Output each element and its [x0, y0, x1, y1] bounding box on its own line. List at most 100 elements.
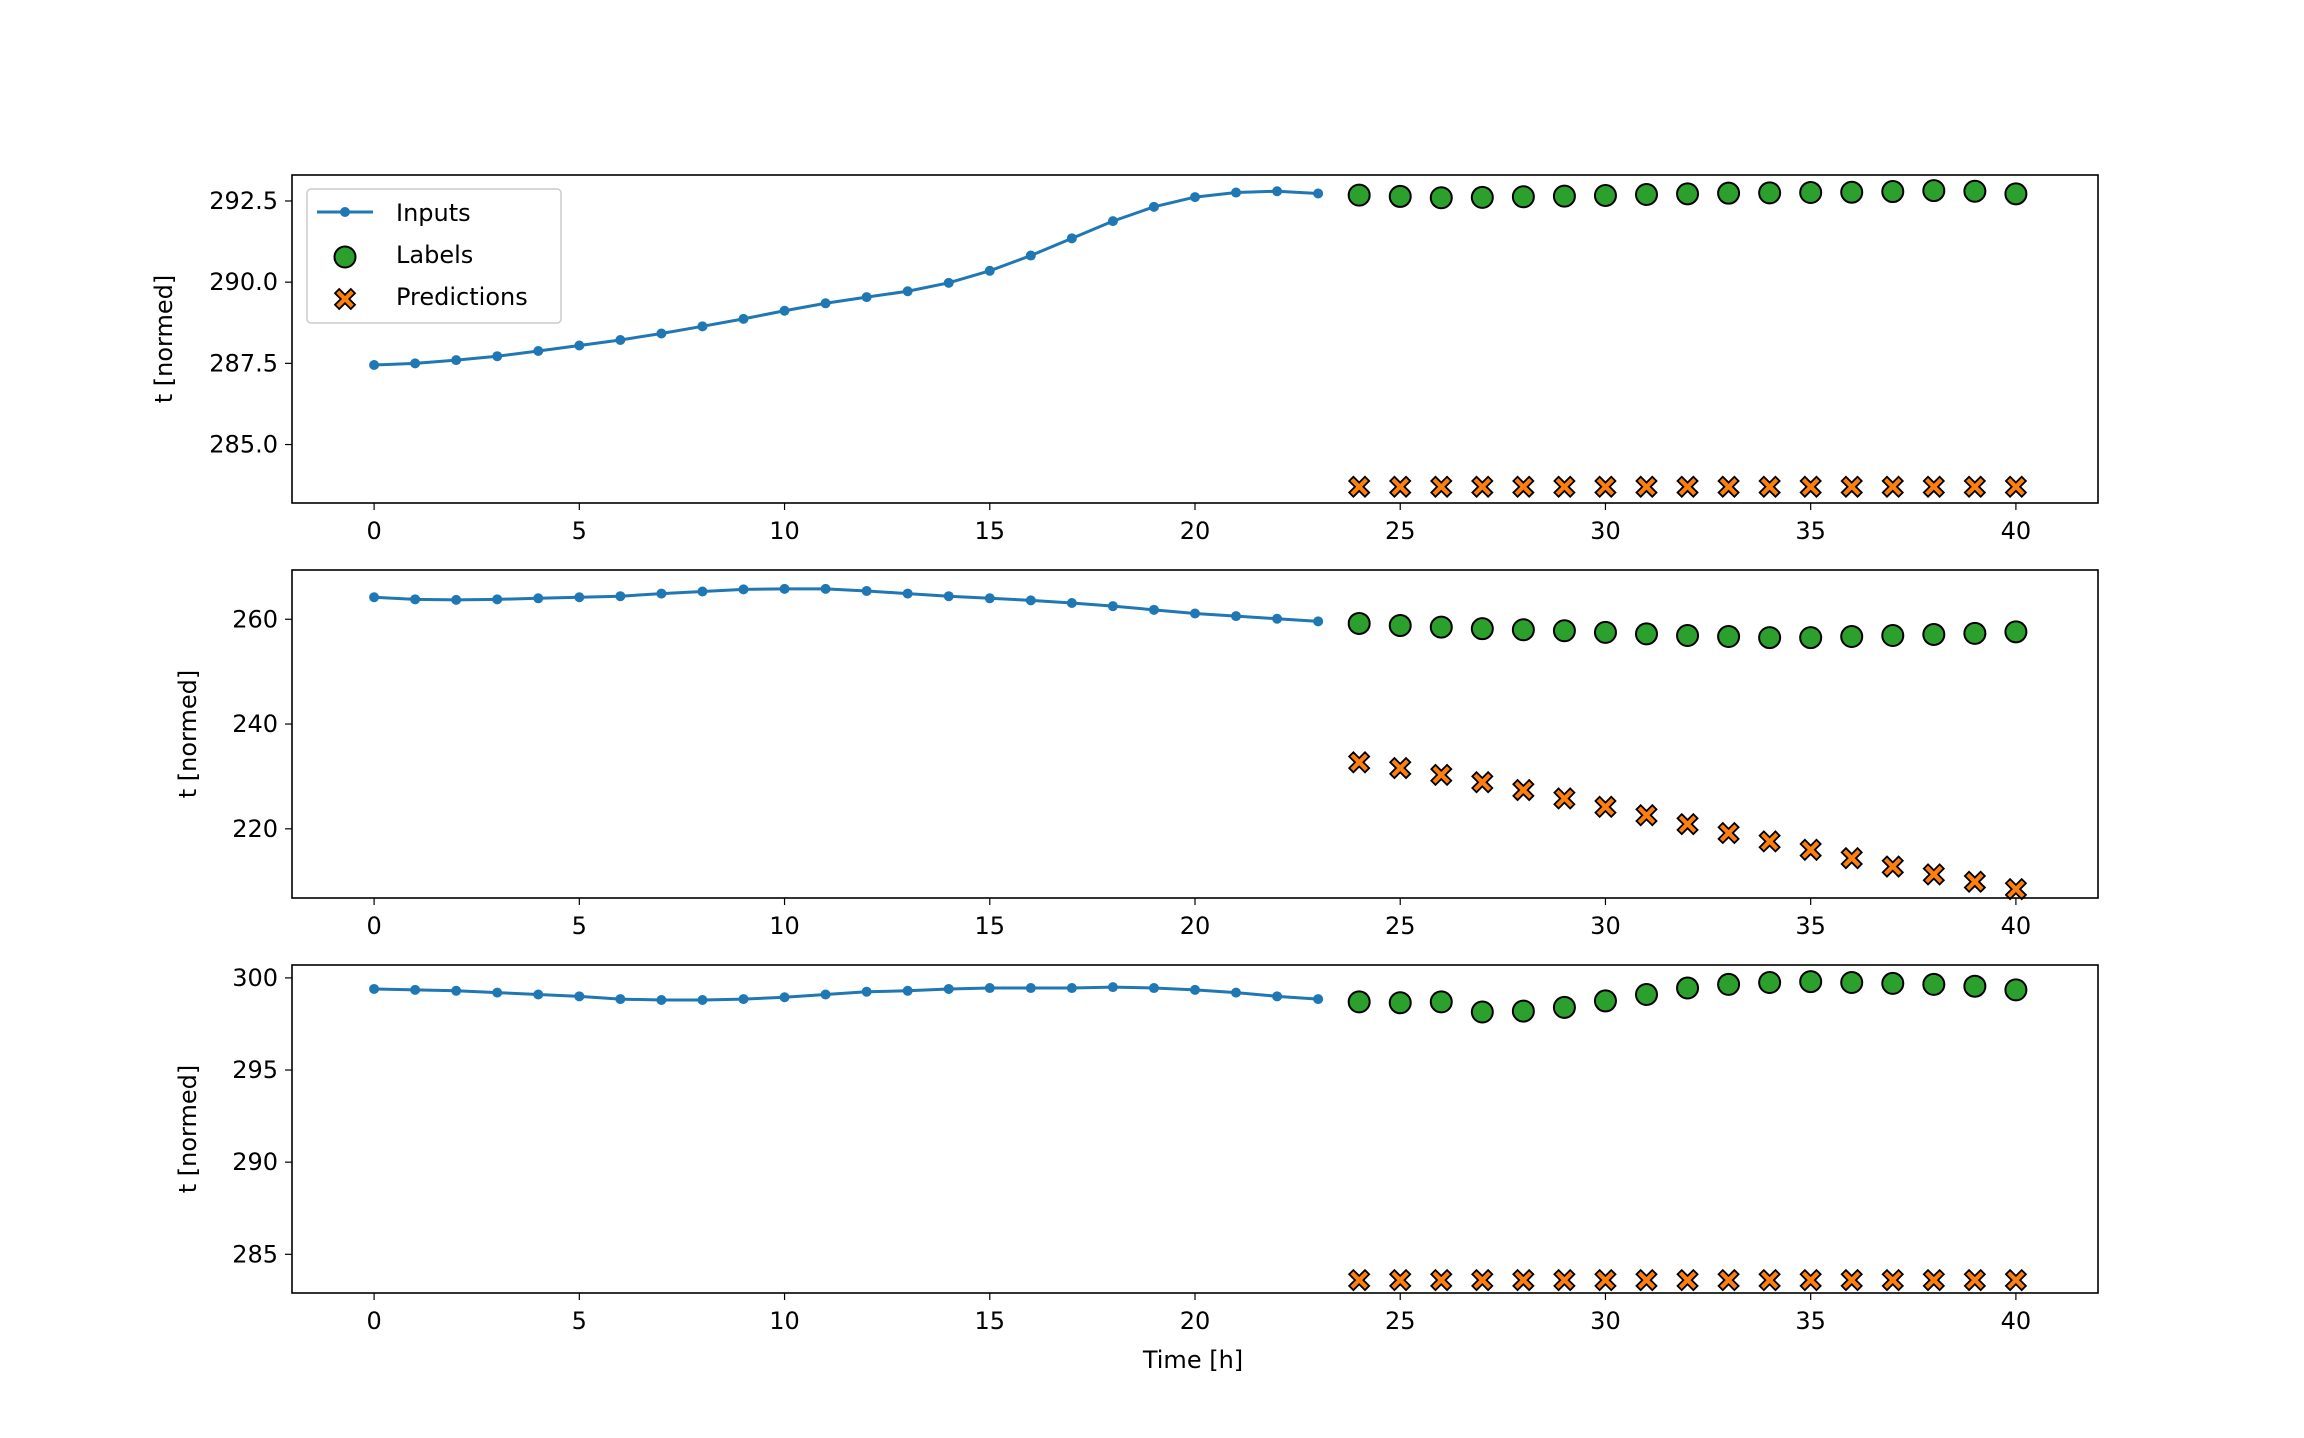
inputs-point — [369, 983, 380, 994]
inputs-point — [902, 286, 913, 297]
label-point — [1470, 617, 1494, 641]
prediction-point — [1471, 770, 1494, 794]
axes-frame — [291, 569, 2099, 899]
inputs-point — [451, 594, 462, 605]
legend-dot-swatch — [340, 207, 350, 217]
subplots: 0 5 10 15 20 25 30 35 40 285.0 287.5 290.0 292.5 t [n… — [150, 174, 2099, 1335]
label-point — [2004, 620, 2028, 644]
x-tick-label: 10 — [769, 517, 800, 545]
label-point — [1347, 990, 1371, 1014]
x-tick-label: 10 — [769, 912, 800, 940]
inputs-point — [451, 985, 462, 996]
inputs-point — [902, 588, 913, 599]
label-point — [1717, 972, 1741, 996]
prediction-point — [1881, 1268, 1905, 1292]
prediction-point — [1922, 1268, 1946, 1292]
label-point — [1635, 622, 1658, 646]
inputs-point — [1148, 604, 1159, 615]
x-tick-label: 25 — [1385, 517, 1416, 545]
y-tick-label: 220 — [232, 815, 278, 843]
prediction-point — [1840, 475, 1864, 499]
label-point — [1429, 615, 1453, 639]
prediction-point — [1840, 846, 1864, 870]
inputs-point — [656, 995, 667, 1006]
label-point — [1347, 183, 1371, 207]
x-tick-label: 40 — [2001, 912, 2032, 940]
label-point — [1840, 625, 1864, 649]
prediction-point — [1676, 1268, 1699, 1292]
legend-item-inputs: Inputs — [317, 199, 471, 227]
prediction-point — [2004, 877, 2028, 901]
inputs-point — [533, 989, 544, 1000]
label-point — [1593, 989, 1617, 1013]
label-point — [1676, 976, 1700, 1000]
inputs-point — [943, 983, 954, 994]
inputs-point — [1025, 250, 1036, 261]
label-point — [1429, 990, 1453, 1014]
subplot-2: 0 5 10 15 20 25 30 35 40 220 240 260 t [normed] — [174, 569, 2099, 940]
label-point — [1758, 181, 1782, 205]
legend-label: Inputs — [396, 199, 471, 227]
x-tick-label: 35 — [1795, 912, 1826, 940]
inputs-point — [1272, 991, 1283, 1002]
legend-label: Predictions — [396, 283, 528, 311]
y-tick-label: 300 — [232, 964, 278, 992]
x-tick-label: 0 — [366, 517, 381, 545]
x-tick-label: 20 — [1180, 912, 1211, 940]
prediction-point — [1388, 1268, 1412, 1292]
inputs-point — [697, 586, 708, 597]
prediction-point — [1347, 751, 1371, 774]
inputs-point — [1025, 983, 1036, 994]
inputs-point — [1313, 616, 1324, 627]
prediction-point — [1963, 870, 1987, 894]
x-tick-label: 20 — [1180, 517, 1211, 545]
prediction-point — [2004, 475, 2028, 499]
inputs-point — [492, 351, 503, 362]
inputs-point — [943, 591, 954, 602]
inputs-point — [1313, 994, 1324, 1005]
prediction-point — [1799, 1268, 1822, 1292]
axes-frame — [291, 964, 2099, 1294]
prediction-point — [1471, 1268, 1494, 1292]
label-point — [1635, 182, 1658, 206]
inputs-point — [615, 334, 626, 345]
inputs-point — [1190, 984, 1200, 995]
legend-item-predictions: Predictions — [333, 283, 528, 311]
label-point — [1840, 180, 1864, 204]
legend-circle-swatch — [333, 245, 357, 269]
inputs-point — [492, 987, 503, 998]
prediction-point — [2004, 1268, 2028, 1292]
prediction-point — [1388, 756, 1412, 780]
x-tick-label: 25 — [1385, 912, 1416, 940]
inputs-point — [1231, 987, 1242, 998]
prediction-point — [1553, 1268, 1576, 1292]
y-tick-label: 285.0 — [209, 431, 278, 459]
inputs-point — [861, 986, 872, 997]
label-point — [1881, 623, 1905, 647]
prediction-point — [1471, 475, 1494, 499]
inputs-point — [615, 591, 626, 602]
label-point — [2004, 978, 2028, 1002]
y-tick-label: 287.5 — [209, 349, 278, 377]
prediction-point — [1553, 787, 1576, 810]
label-point — [1799, 181, 1823, 205]
x-tick-label: 35 — [1795, 1307, 1826, 1335]
prediction-point — [1594, 795, 1617, 819]
inputs-point — [820, 298, 831, 309]
prediction-point — [1594, 1268, 1617, 1292]
prediction-point — [1429, 475, 1453, 499]
label-point — [1717, 181, 1741, 205]
inputs-point — [1313, 188, 1324, 199]
legend-x-swatch — [333, 287, 357, 311]
prediction-point — [1717, 821, 1740, 845]
prediction-point — [1512, 778, 1535, 802]
prediction-point — [1717, 475, 1740, 499]
inputs-point — [943, 277, 954, 288]
inputs-point — [615, 994, 626, 1005]
inputs-point — [410, 358, 421, 369]
prediction-point — [1922, 863, 1946, 886]
inputs-point — [1025, 595, 1036, 606]
label-point — [1840, 971, 1864, 995]
label-point — [1470, 185, 1494, 209]
inputs-point — [861, 585, 872, 596]
